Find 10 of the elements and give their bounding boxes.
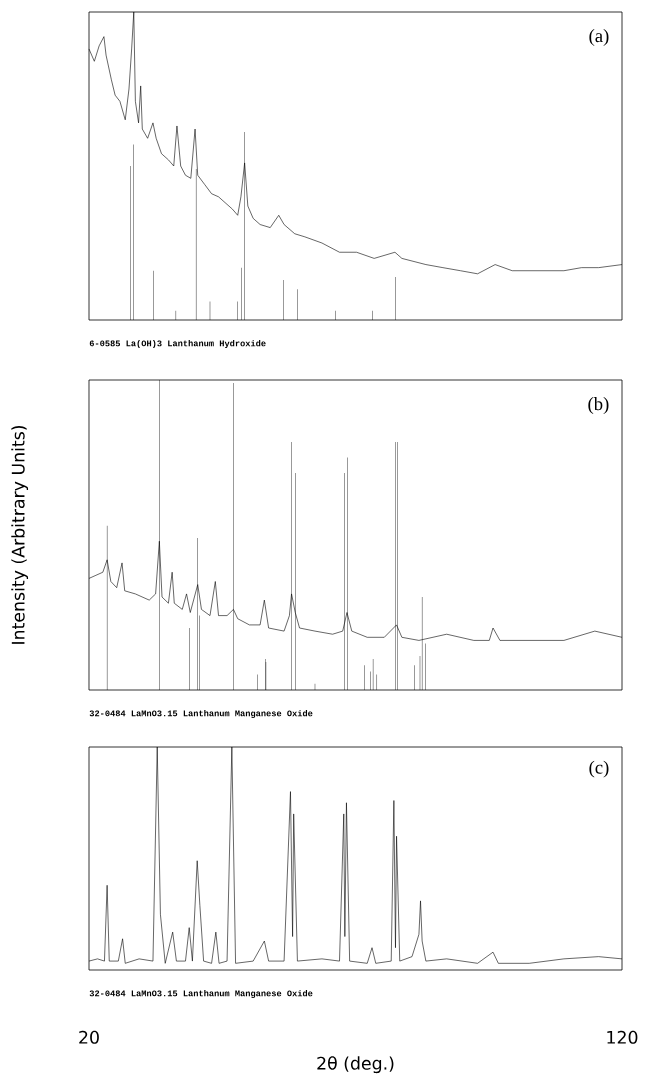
- annotation: (a): [589, 29, 609, 46]
- x-tick-label: 20: [79, 1030, 99, 1044]
- text: 32-0484 LaMnO3.15 Lanthanum Manganese Oxide: [89, 709, 313, 719]
- text: 6-0585 La(OH)3 Lanthanum Hydroxide: [89, 339, 266, 349]
- y-axis-title: Intensity (Arbitrary Units): [11, 425, 29, 644]
- x-tick-label: 120: [607, 1030, 638, 1044]
- text: 32-0484 LaMnO3.15 Lanthanum Manganese Oxide: [89, 989, 313, 999]
- x-axis-title: 2θ (deg.): [317, 1056, 394, 1074]
- annotation: (c): [589, 760, 609, 778]
- annotation: (b): [588, 397, 609, 415]
